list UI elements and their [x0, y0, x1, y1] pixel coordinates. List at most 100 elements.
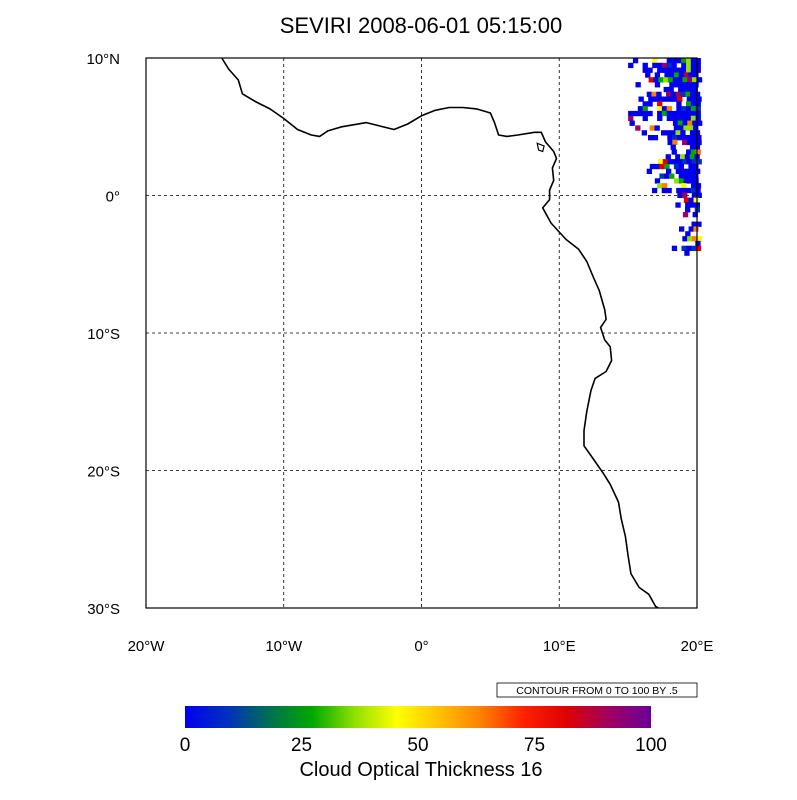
cloud-pixel — [637, 106, 644, 112]
lat-tick-label: 10°N — [86, 51, 120, 68]
cloud-pixel — [642, 62, 648, 69]
cloud-pixel — [678, 82, 685, 88]
cloud-pixel — [676, 67, 682, 73]
cloud-pixel — [683, 72, 689, 78]
cloud-pixel — [690, 168, 696, 174]
cloud-pixel — [685, 231, 691, 237]
cloud-pixel — [664, 173, 670, 179]
cloud-pixel — [661, 187, 667, 194]
cloud-pixel — [683, 173, 689, 179]
colorbar-gradient — [185, 706, 651, 728]
cloud-pixel — [687, 236, 693, 242]
cloud-pixel — [667, 96, 673, 102]
cloud-pixel — [696, 192, 702, 198]
cloud-pixel — [651, 91, 657, 97]
cloud-pixel — [681, 62, 687, 69]
cloud-pixel — [659, 163, 665, 170]
cloud-pixel — [683, 197, 690, 203]
cloud-pixel — [637, 110, 644, 117]
cloud-pixel — [675, 202, 681, 208]
cloud-pixel — [659, 173, 665, 179]
cloud-pixel — [683, 178, 689, 184]
cloud-pixel — [645, 72, 651, 78]
cloud-pixel — [692, 212, 698, 218]
cloud-pixel — [649, 125, 655, 131]
cloud-pixel — [686, 110, 692, 117]
colorbar-tick: 75 — [524, 735, 545, 756]
cloud-pixel — [642, 106, 648, 112]
cloud-pixel — [678, 178, 685, 184]
cloud-pixel — [682, 212, 689, 218]
cloud-pixel — [657, 62, 663, 69]
cloud-pixel — [691, 139, 697, 146]
cloud-pixel — [662, 96, 668, 102]
cloud-pixel — [693, 82, 699, 88]
cloud-pixel — [691, 183, 697, 189]
cloud-pixel — [676, 106, 682, 112]
cloud-pixel — [680, 154, 686, 160]
colorbar-tick: 0 — [180, 735, 191, 756]
cloud-pixel — [654, 178, 661, 184]
cloud-pixel — [688, 163, 694, 170]
cloud-pixel — [677, 159, 683, 165]
cloud-pixel — [686, 62, 692, 69]
cloud-pixel — [642, 101, 648, 107]
cloud-pixel — [681, 67, 687, 73]
cloud-pixel — [657, 106, 663, 112]
cloud-pixel — [677, 77, 683, 83]
cloud-pixel — [657, 67, 663, 73]
cloud-pixel — [686, 96, 692, 102]
cloud-pixel — [690, 62, 697, 69]
cloud-pixel — [693, 197, 699, 203]
cloud-pixel — [628, 115, 634, 121]
colorbar: 0 25 50 75 100 Cloud Optical Thickness 16 — [180, 706, 667, 781]
colorbar-tick: 100 — [635, 735, 667, 756]
cloud-pixel — [695, 183, 702, 189]
contour-info-text: CONTOUR FROM 0 TO 100 BY .5 — [516, 685, 678, 697]
cloud-pixel — [670, 91, 677, 97]
cloud-pixel — [635, 82, 641, 88]
cloud-pixel — [690, 58, 697, 64]
cloud-pixel — [654, 72, 660, 78]
cloud-pixel — [686, 245, 692, 251]
cloud-pixel — [693, 125, 699, 131]
cloud-pixel — [652, 187, 658, 194]
cloud-pixel — [687, 120, 693, 126]
cloud-pixel — [691, 135, 697, 141]
cloud-pixel — [681, 135, 687, 141]
cloud-pixel — [663, 86, 669, 93]
cloud-pixel — [696, 96, 702, 102]
cloud-optical-thickness-pixels — [628, 58, 703, 256]
cloud-pixel — [686, 139, 693, 146]
cloud-pixel — [681, 183, 687, 189]
cloud-pixel — [682, 120, 688, 126]
cloud-pixel — [690, 106, 697, 112]
cloud-pixel — [685, 207, 691, 213]
cloud-pixel — [676, 110, 682, 117]
cloud-pixel — [642, 67, 648, 73]
cloud-pixel — [653, 77, 659, 83]
cloud-pixel — [695, 58, 701, 64]
cloud-pixel — [652, 62, 658, 69]
cloud-pixel — [676, 115, 682, 121]
cloud-pixel — [682, 192, 688, 198]
cloud-pixel — [666, 168, 672, 174]
cloud-pixel — [673, 125, 680, 131]
cloud-pixel — [690, 101, 697, 107]
cloud-pixel — [696, 159, 702, 165]
cloud-pixel — [654, 125, 660, 131]
cloud-pixel — [648, 77, 654, 83]
cloud-pixel — [681, 115, 687, 121]
map-plot-area — [145, 57, 703, 609]
cloud-pixel — [687, 77, 693, 83]
lat-tick-label: 0° — [106, 189, 120, 206]
cloud-pixel — [670, 144, 676, 150]
cloud-pixel — [681, 245, 687, 251]
cloud-pixel — [657, 96, 664, 102]
cloud-pixel — [680, 168, 686, 174]
cloud-pixel — [690, 110, 697, 117]
cloud-pixel — [689, 130, 696, 136]
cloud-pixel — [686, 115, 692, 121]
cloud-pixel — [664, 72, 670, 78]
